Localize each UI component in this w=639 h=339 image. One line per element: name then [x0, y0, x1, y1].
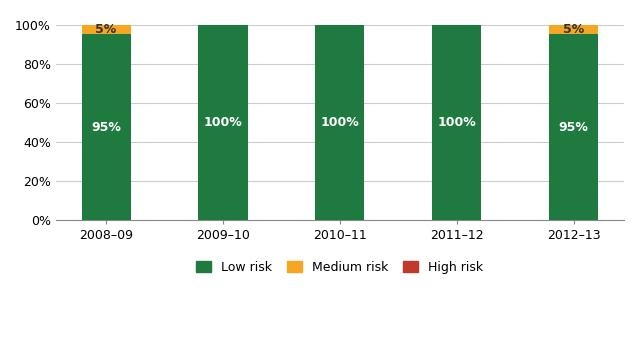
Text: 5%: 5% [563, 23, 584, 36]
Text: 100%: 100% [204, 116, 242, 129]
Text: 95%: 95% [558, 121, 589, 134]
Legend: Low risk, Medium risk, High risk: Low risk, Medium risk, High risk [191, 256, 489, 279]
Bar [549, 35, 598, 220]
Text: 95%: 95% [91, 121, 121, 134]
Text: 100%: 100% [321, 116, 359, 129]
Text: 5%: 5% [95, 23, 117, 36]
Bar [199, 25, 247, 220]
Bar [432, 25, 481, 220]
Text: 100%: 100% [437, 116, 476, 129]
Bar [549, 25, 598, 35]
Bar [82, 25, 130, 35]
Bar [315, 25, 364, 220]
Bar [82, 35, 130, 220]
